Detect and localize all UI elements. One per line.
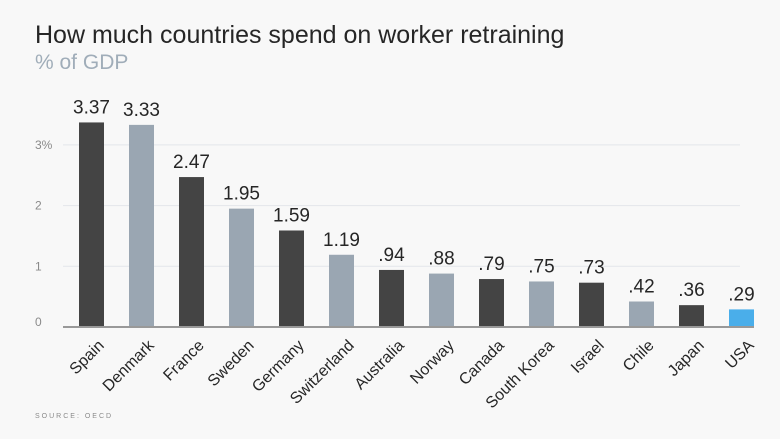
value-label: .79 — [478, 254, 504, 275]
x-tick-label: Canada — [456, 337, 508, 389]
x-tick-label: Spain — [67, 337, 108, 378]
value-label: 1.19 — [323, 230, 360, 251]
y-tick-label: 1 — [35, 259, 42, 273]
x-tick-label: Japan — [665, 337, 708, 380]
bar-chile — [629, 301, 654, 327]
value-label: 1.59 — [273, 205, 310, 226]
value-label: .73 — [578, 258, 604, 279]
bars — [79, 122, 754, 327]
bar-canada — [479, 279, 504, 327]
y-tick-label: 3% — [35, 138, 53, 152]
bar-israel — [579, 282, 604, 327]
x-tick-label: USA — [722, 337, 758, 373]
value-label: .36 — [678, 280, 704, 301]
x-tick-label: Israel — [568, 337, 608, 377]
x-tick-label: Denmark — [100, 336, 159, 395]
bar-australia — [379, 269, 404, 327]
x-tick-label: France — [160, 337, 207, 384]
bar-sweden — [229, 208, 254, 327]
value-label: .94 — [378, 245, 405, 266]
source-note: SOURCE: OECD — [35, 413, 113, 420]
chart-title: How much countries spend on worker retra… — [35, 21, 564, 49]
bar-south-korea — [529, 281, 554, 327]
value-label: 1.95 — [223, 184, 260, 205]
value-label: 3.33 — [123, 100, 160, 121]
x-tick-label: Australia — [352, 337, 408, 393]
bar-germany — [279, 230, 304, 327]
bar-usa — [729, 309, 754, 327]
value-label: 3.37 — [73, 97, 110, 118]
value-label: .29 — [728, 284, 754, 305]
y-tick-label: 2 — [35, 199, 42, 213]
x-tick-label: Chile — [620, 337, 658, 375]
bar-norway — [429, 273, 454, 327]
gridlines — [63, 144, 740, 267]
bar-spain — [79, 122, 104, 327]
bar-switzerland — [329, 254, 354, 327]
bar-japan — [679, 305, 704, 327]
y-tick-label: 0 — [35, 315, 42, 329]
chart-subtitle: % of GDP — [35, 51, 128, 74]
value-label: 2.47 — [173, 152, 210, 173]
value-label: .88 — [428, 249, 454, 270]
value-label: .75 — [528, 256, 554, 277]
bar-france — [179, 177, 204, 327]
x-tick-label: Norway — [407, 337, 457, 387]
value-label: .42 — [628, 277, 654, 298]
bar-denmark — [129, 124, 154, 327]
